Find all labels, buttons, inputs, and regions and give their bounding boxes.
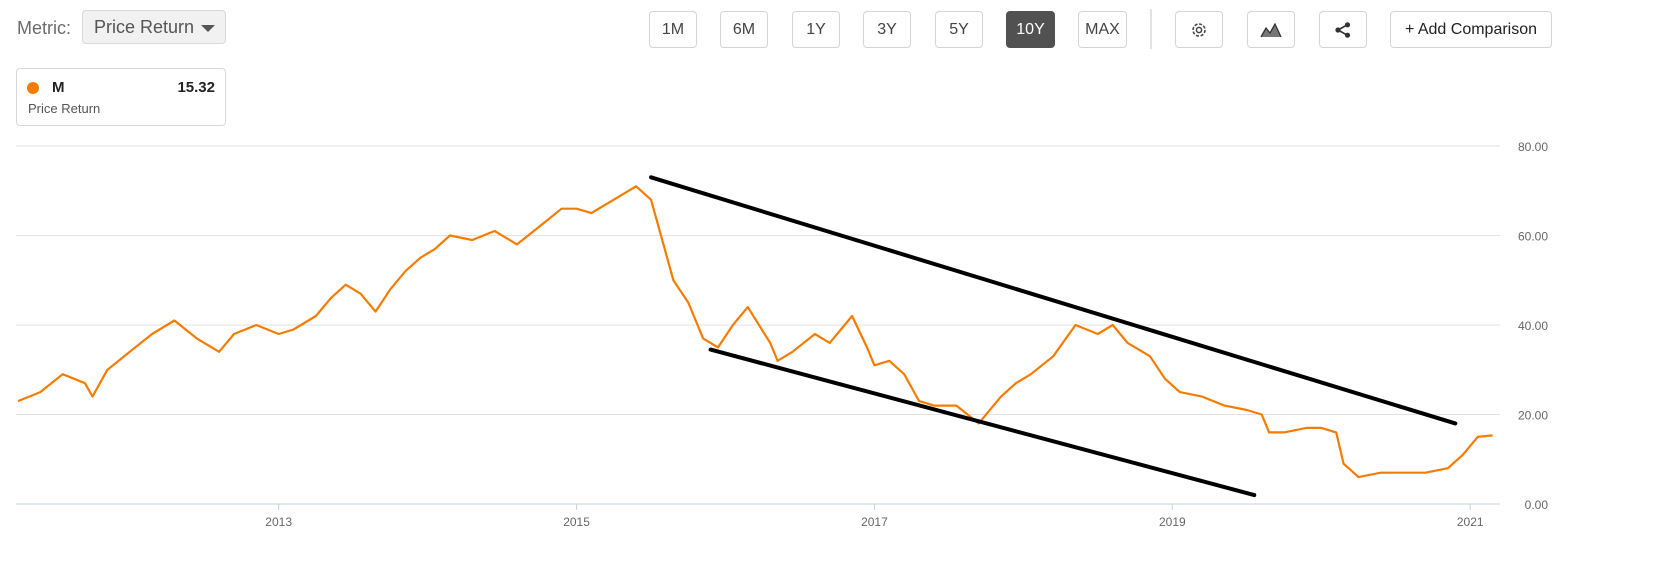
toolbar-divider — [1150, 9, 1152, 49]
metric-dropdown-value: Price Return — [94, 17, 195, 37]
legend-subtitle: Price Return — [28, 101, 101, 116]
y-tick-label: 20.00 — [1518, 409, 1548, 423]
gear-icon — [1192, 22, 1206, 37]
range-1y-button[interactable]: 1Y — [792, 11, 840, 48]
mountain-chart-icon — [1260, 22, 1282, 37]
share-button[interactable] — [1319, 11, 1367, 48]
trendline — [708, 347, 1257, 498]
y-axis-ticks: 0.00 20.00 40.00 60.00 80.00 — [1518, 140, 1548, 512]
range-6m-button[interactable]: 6M — [720, 11, 768, 48]
series-layer — [17, 185, 1493, 479]
y-tick-label: 0.00 — [1525, 498, 1549, 512]
x-tick-label: 2015 — [563, 515, 590, 529]
legend-ticker: M — [52, 79, 65, 96]
range-5y-button[interactable]: 5Y — [935, 11, 983, 48]
x-tick-label: 2021 — [1457, 515, 1484, 529]
x-tick-label: 2017 — [861, 515, 888, 529]
trendline — [649, 175, 1458, 426]
metric-dropdown[interactable]: Price Return — [82, 10, 226, 44]
settings-button[interactable] — [1175, 11, 1223, 48]
add-comparison-button[interactable]: + Add Comparison — [1390, 11, 1552, 48]
y-tick-label: 80.00 — [1518, 140, 1548, 154]
y-tick-label: 60.00 — [1518, 230, 1548, 244]
share-icon — [1335, 21, 1351, 38]
range-3y-button[interactable]: 3Y — [863, 11, 911, 48]
metric-label: Metric: — [17, 18, 71, 38]
range-1m-button[interactable]: 1M — [649, 11, 697, 48]
x-tick-label: 2019 — [1159, 515, 1186, 529]
y-tick-label: 40.00 — [1518, 319, 1548, 333]
chevron-down-icon — [201, 25, 215, 32]
x-axis-ticks: 2013 2015 2017 2019 2021 — [265, 504, 1484, 529]
series-line-M — [17, 185, 1493, 479]
legend-color-dot — [27, 82, 39, 94]
range-10y-button[interactable]: 10Y — [1006, 11, 1055, 48]
x-tick-label: 2013 — [265, 515, 292, 529]
chart-type-button[interactable] — [1247, 11, 1295, 48]
trendline-annotations — [649, 175, 1458, 498]
legend-card: M 15.32 Price Return — [16, 68, 226, 126]
legend-value: 15.32 — [177, 79, 215, 96]
range-max-button[interactable]: MAX — [1078, 11, 1127, 48]
